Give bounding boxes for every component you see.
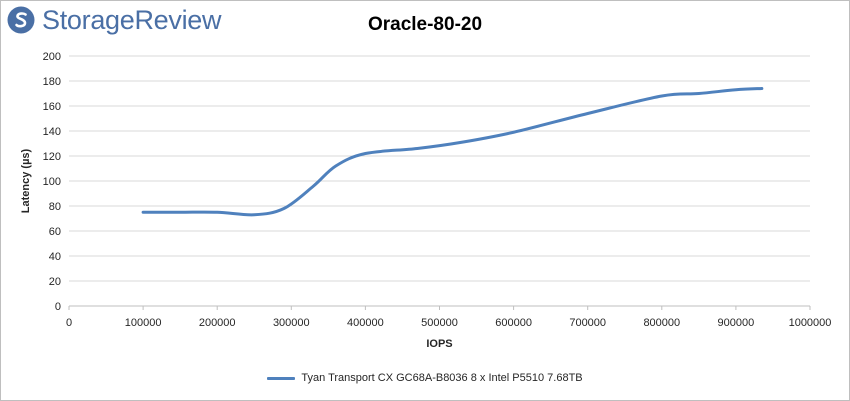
x-tick-label: 800000 (643, 317, 680, 329)
x-tick-label: 1000000 (789, 317, 832, 329)
y-tick-label: 140 (43, 126, 61, 138)
y-tick-label: 160 (43, 101, 61, 113)
y-axis-ticks: 0 20 40 60 80 100 120 140 160 180 200 (43, 51, 61, 313)
y-tick-label: 0 (55, 301, 61, 313)
gridlines (69, 55, 810, 282)
brand-logo: StorageReview (6, 4, 222, 36)
y-tick-label: 120 (43, 151, 61, 163)
x-tick-label: 200000 (199, 317, 236, 329)
legend-swatch (267, 376, 296, 380)
y-tick-label: 20 (49, 276, 61, 288)
legend: Tyan Transport CX GC68A-B8036 8 x Intel … (0, 372, 850, 384)
x-tick-label: 900000 (718, 317, 755, 329)
x-tick-label: 600000 (495, 317, 532, 329)
x-axis-ticks: 0 100000 200000 300000 400000 500000 600000 700… (66, 306, 831, 329)
x-tick-label: 300000 (273, 317, 310, 329)
y-tick-label: 40 (49, 251, 61, 263)
x-tick-label: 500000 (421, 317, 458, 329)
logo-text: StorageReview (42, 4, 222, 35)
x-tick-label: 0 (66, 317, 72, 329)
legend-label: Tyan Transport CX GC68A-B8036 8 x Intel … (301, 372, 583, 384)
y-axis-title: Latency (µs) (20, 148, 32, 213)
storagereview-logo-icon (7, 6, 35, 34)
x-tick-label: 400000 (347, 317, 384, 329)
y-tick-label: 80 (49, 201, 61, 213)
chart-title: Oracle-80-20 (367, 14, 483, 35)
x-tick-label: 100000 (125, 317, 162, 329)
x-tick-label: 700000 (569, 317, 606, 329)
y-tick-label: 60 (49, 226, 61, 238)
y-tick-label: 180 (43, 76, 61, 88)
y-tick-label: 200 (43, 51, 61, 63)
x-axis-title: IOPS (426, 338, 452, 350)
series-line (141, 87, 764, 217)
y-tick-label: 100 (43, 176, 61, 188)
